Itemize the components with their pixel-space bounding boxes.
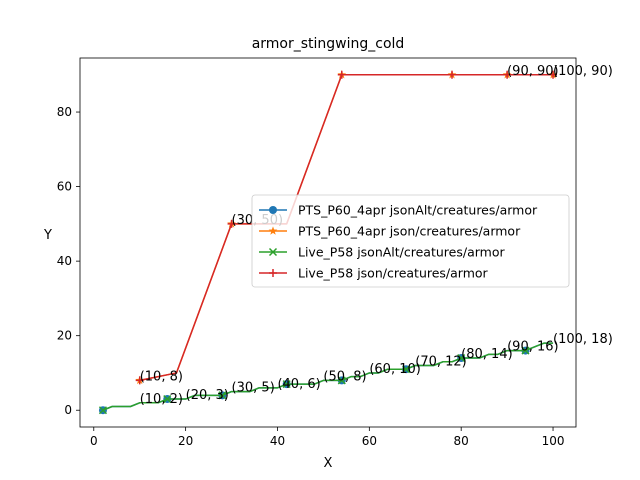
x-tick-label: 20 [178,434,193,448]
series-4 [135,70,558,385]
legend-label: PTS_P60_4apr jsonAlt/creatures/armor [298,203,538,218]
plot-frame [79,57,577,428]
data-label: (30, 5) [232,381,275,396]
legend-marker [269,206,277,214]
x-tick-label: 100 [542,434,565,448]
series-line [102,342,554,411]
data-label: (20, 3) [186,388,229,403]
legend-label: Live_P58 jsonAlt/creatures/armor [298,245,505,260]
data-label: (50, 8) [323,369,366,384]
data-label: (80, 14) [461,347,513,362]
legend-box [251,194,570,288]
legend: PTS_P60_4apr jsonAlt/creatures/armor PTS_… [251,194,570,288]
series-3 [98,342,554,415]
data-label: (10, 2) [140,392,183,407]
data-point [402,365,411,374]
x-axis-ticks: 0 20 40 60 80 100 [90,427,565,448]
legend-marker [268,247,278,257]
legend-label: PTS_P60_4apr json/creatures/armor [298,224,521,239]
data-label: (10, 8) [140,369,183,384]
data-point [457,354,466,363]
data-point [337,70,346,79]
legend-item: PTS_P60_4apr jsonAlt/creatures/armor [259,203,538,218]
data-label: (70, 12) [415,355,467,370]
data-point [521,346,530,355]
data-point [218,391,227,400]
legend-item: Live_P58 json/creatures/armor [259,266,489,281]
legend-marker [269,269,277,277]
data-label: (90, 90) [507,64,558,79]
data-point [135,376,144,385]
data-label: (90, 16) [507,340,558,355]
data-point [448,70,456,79]
x-tick-label: 40 [270,434,285,448]
x-tick-label: 80 [454,434,469,448]
data-label: (60, 10) [369,362,421,377]
x-tick-label: 0 [90,434,98,448]
data-label: (100, 18) [553,332,613,347]
y-tick-label: 80 [57,105,72,119]
legend-item: PTS_P60_4apr json/creatures/armor [259,224,521,239]
chart-title: armor_stingwing_cold [252,36,405,52]
x-tick-label: 60 [362,434,377,448]
data-point [163,395,172,404]
data-point [549,70,558,79]
series-layer [98,70,558,415]
data-point [337,376,346,385]
data-point [282,380,291,389]
x-axis-label: X [324,456,333,471]
y-tick-label: 0 [64,403,72,417]
data-point [98,406,107,415]
legend-item: Live_P58 jsonAlt/creatures/armor [259,245,505,260]
data-point [227,219,236,228]
y-tick-label: 40 [57,254,72,268]
legend-marker [268,226,278,235]
y-axis-ticks: 0 20 40 60 80 [57,105,80,417]
y-tick-label: 20 [57,329,72,343]
y-tick-label: 60 [57,180,72,194]
y-axis-label: Y [43,228,52,243]
data-label: (100, 90) [553,64,613,79]
data-label: (40, 6) [277,377,320,392]
legend-label: Live_P58 json/creatures/armor [298,266,489,281]
data-point [503,70,512,79]
